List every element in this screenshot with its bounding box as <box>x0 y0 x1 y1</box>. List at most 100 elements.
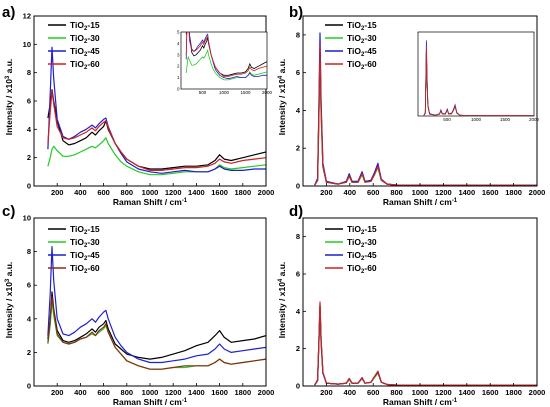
series-line-tio2-45 <box>47 246 266 364</box>
x-tick-label: 1600 <box>482 188 499 197</box>
series-line-tio2-60 <box>47 90 266 171</box>
inset-x-tick-label: 1000 <box>219 90 230 95</box>
x-tick-label: 1800 <box>505 188 522 197</box>
y-tick-label: 4 <box>27 125 32 134</box>
y-tick-label: 0 <box>296 182 300 191</box>
series-line-tio2-45 <box>314 305 537 386</box>
x-tick-label: 400 <box>74 188 87 197</box>
plot-frame <box>302 217 538 387</box>
x-tick-label: 400 <box>344 188 357 197</box>
series-group <box>47 246 266 370</box>
inset-y-tick-label: 4 <box>177 41 180 46</box>
series-line-tio2-15 <box>47 291 266 360</box>
x-tick-label: 1000 <box>412 388 429 397</box>
panel-letter: a) <box>2 4 15 21</box>
y-tick-label: 0 <box>296 382 300 391</box>
inset-y-tick-label: 1 <box>177 75 180 80</box>
y-tick-label: 4 <box>296 106 301 115</box>
inset-x-tick-label: 500 <box>443 117 451 122</box>
x-tick-label: 1600 <box>482 388 499 397</box>
y-tick-label: 10 <box>23 40 31 49</box>
inset: 500 1000 1500 2000 <box>417 31 540 122</box>
y-tick-label: 10 <box>23 214 31 223</box>
x-tick-label: 1000 <box>142 188 159 197</box>
inset-series-line-tio2-30 <box>185 48 267 81</box>
series-line-tio2-30 <box>47 137 266 176</box>
inset-y-tick-label: 2 <box>177 64 180 69</box>
series-line-tio2-15 <box>47 89 266 170</box>
series-group <box>314 301 537 386</box>
inset-frame <box>180 31 268 90</box>
x-tick-label: 1400 <box>188 388 205 397</box>
y-axis-label: Intensity / x103 a.u. <box>4 262 14 339</box>
inset-y-tick-label: 0 <box>177 87 180 92</box>
x-tick-label: 1200 <box>435 388 452 397</box>
y-axis-label: Intensity / x104 a.u. <box>277 59 287 136</box>
x-tick-label: 1200 <box>435 188 452 197</box>
legend-label: TiO2-45 <box>70 46 100 58</box>
y-tick-label: 4 <box>27 314 32 323</box>
inset-x-tick-label: 1500 <box>500 117 511 122</box>
x-tick-label: 800 <box>121 388 134 397</box>
inset-series-line-tio2-60 <box>185 32 267 77</box>
x-tick-label: 800 <box>390 188 403 197</box>
y-tick-label: 12 <box>23 12 31 21</box>
x-tick-label: 2000 <box>529 188 546 197</box>
panel-c: c) 200 400 600 800 1000 1200 1400 1600 1800 2000 0 2… <box>2 203 274 407</box>
inset-x-tick-label: 2000 <box>262 90 273 95</box>
x-axis-label: Raman Shift / cm-1 <box>113 197 188 207</box>
panel-a: a) 200 400 600 800 1000 1200 1400 1600 1800 2000 0 2… <box>2 4 274 207</box>
y-tick-label: 2 <box>296 344 300 353</box>
x-tick-label: 200 <box>51 388 64 397</box>
series-line-tio2-30 <box>314 307 537 386</box>
legend-label: TiO2-30 <box>70 237 100 249</box>
y-tick-label: 2 <box>27 153 31 162</box>
legend-label: TiO2-45 <box>347 46 377 58</box>
inset: 500 1000 1500 2000 0 1 2 3 4 5 <box>177 30 273 96</box>
x-axis-label: Raman Shift / cm-1 <box>383 197 458 207</box>
x-tick-label: 600 <box>97 388 110 397</box>
panel-b: b) 200 400 600 800 1000 1200 1400 1600 1800 2000 0 2… <box>277 4 545 207</box>
x-axis-label: Raman Shift / cm-1 <box>383 397 458 407</box>
inset-frame <box>417 31 535 117</box>
inset-series-group <box>423 40 534 116</box>
legend-label: TiO2-60 <box>347 59 377 71</box>
x-tick-label: 200 <box>51 188 64 197</box>
x-tick-label: 200 <box>320 188 333 197</box>
x-tick-label: 1400 <box>458 388 475 397</box>
series-line-tio2-60 <box>314 45 537 186</box>
inset-x-tick-label: 1000 <box>471 117 482 122</box>
x-tick-label: 1000 <box>142 388 159 397</box>
x-tick-label: 1600 <box>211 188 228 197</box>
y-tick-label: 2 <box>296 144 300 153</box>
inset-series-line-tio2-60 <box>423 46 534 116</box>
x-tick-label: 600 <box>367 188 380 197</box>
y-axis-label: Intensity / x104 a.u. <box>277 262 287 339</box>
series-line-tio2-15 <box>314 305 537 386</box>
panel-letter: b) <box>289 4 303 21</box>
legend-label: TiO2-15 <box>70 224 100 236</box>
y-tick-label: 8 <box>296 30 300 39</box>
x-tick-label: 2000 <box>258 388 275 397</box>
plot-frame <box>33 217 267 387</box>
legend-label: TiO2-15 <box>70 20 100 32</box>
x-tick-label: 1400 <box>188 188 205 197</box>
x-tick-label: 800 <box>390 388 403 397</box>
x-tick-label: 600 <box>367 388 380 397</box>
inset-y-tick-label: 3 <box>177 52 180 57</box>
x-tick-label: 1800 <box>505 388 522 397</box>
legend-label: TiO2-60 <box>70 263 100 275</box>
panel-letter: c) <box>2 203 15 220</box>
legend-label: TiO2-60 <box>347 263 377 275</box>
x-tick-label: 800 <box>121 188 134 197</box>
y-tick-label: 6 <box>27 97 31 106</box>
inset-x-tick-label: 500 <box>199 90 207 95</box>
legend-label: TiO2-60 <box>70 59 100 71</box>
y-tick-label: 8 <box>296 232 300 241</box>
y-tick-label: 2 <box>27 348 31 357</box>
y-tick-label: 4 <box>296 307 301 316</box>
y-tick-label: 0 <box>27 382 31 391</box>
x-tick-label: 200 <box>320 388 333 397</box>
